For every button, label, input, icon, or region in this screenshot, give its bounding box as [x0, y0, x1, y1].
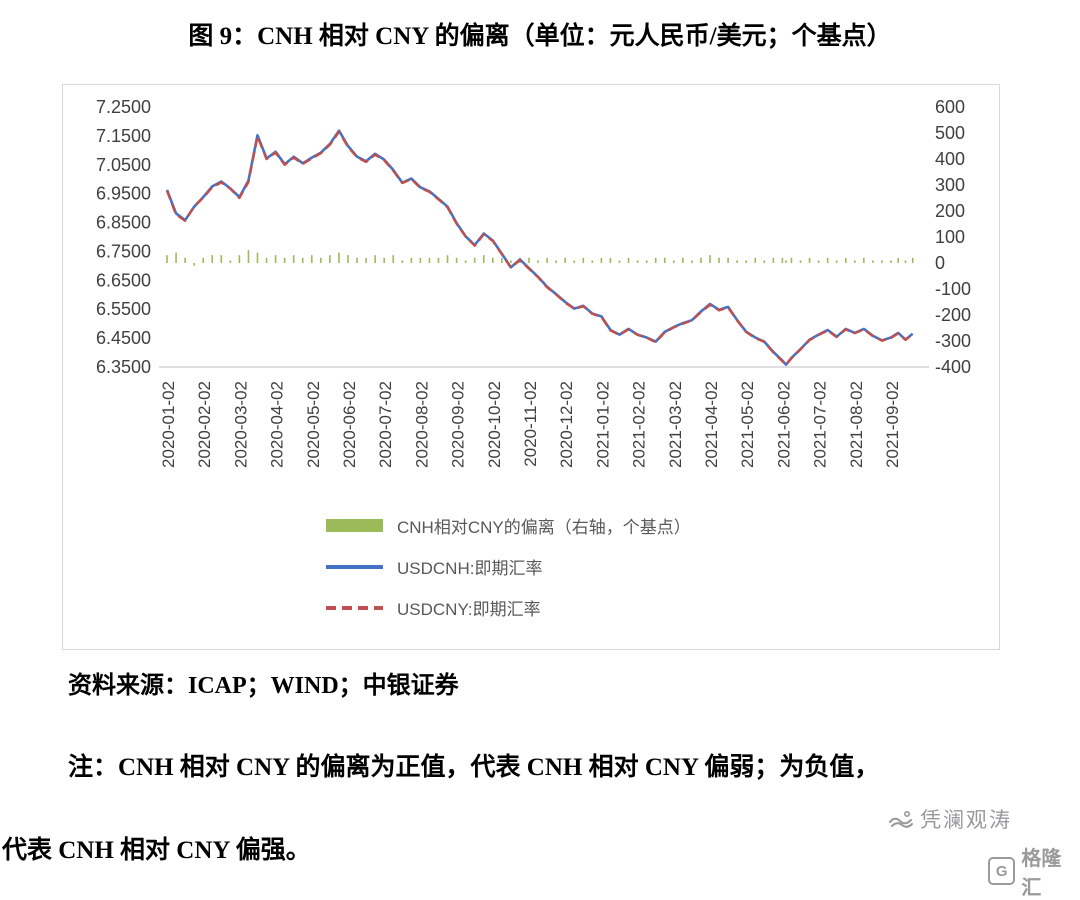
svg-text:6.8500: 6.8500 — [96, 213, 151, 233]
svg-text:2020-07-02: 2020-07-02 — [376, 381, 395, 468]
usdcnh-line-swatch-icon — [326, 564, 383, 569]
chart-legend: CNH相对CNY的偏离（右轴，个基点） USDCNH:即期汇率 USDCNY:即… — [63, 505, 999, 628]
legend-label-usdcny: USDCNY:即期汇率 — [397, 600, 541, 619]
svg-text:6.3500: 6.3500 — [96, 357, 151, 377]
svg-text:200: 200 — [935, 201, 965, 221]
svg-text:2020-03-02: 2020-03-02 — [231, 381, 250, 468]
footnote-line-1: 注：CNH 相对 CNY 的偏离为正值，代表 CNH 相对 CNY 偏弱；为负值… — [68, 754, 880, 781]
svg-text:6.5500: 6.5500 — [96, 299, 151, 319]
svg-text:300: 300 — [935, 175, 965, 195]
svg-text:500: 500 — [935, 123, 965, 143]
svg-text:2020-11-02: 2020-11-02 — [521, 381, 540, 467]
page: { "title": "图 9：CNH 相对 CNY 的偏离（单位：元人民币/美… — [2, 23, 1062, 899]
svg-text:6.6500: 6.6500 — [96, 270, 151, 290]
svg-text:600: 600 — [935, 97, 965, 117]
chart-container: 7.2500 7.1500 7.0500 6.9500 6.8500 6.7500 6.65… — [62, 84, 1000, 650]
svg-text:2020-12-02: 2020-12-02 — [557, 381, 576, 468]
source-note: 资料来源：ICAP；WIND；中银证券 — [68, 673, 459, 699]
legend-item-usdcnh: USDCNH:即期汇率 — [326, 546, 999, 587]
svg-text:2021-05-02: 2021-05-02 — [738, 381, 757, 468]
svg-text:2021-02-02: 2021-02-02 — [630, 381, 649, 468]
deviation-bar-swatch-icon — [326, 519, 383, 532]
svg-text:2021-01-02: 2021-01-02 — [593, 381, 612, 468]
watermark: 凭澜观涛 — [888, 804, 1012, 834]
svg-text:6.4500: 6.4500 — [96, 328, 151, 348]
svg-text:2020-02-02: 2020-02-02 — [195, 381, 214, 468]
svg-text:100: 100 — [935, 227, 965, 247]
svg-text:2021-09-02: 2021-09-02 — [883, 381, 902, 468]
usdcny-dash-swatch-icon — [326, 605, 383, 610]
legend-item-usdcny: USDCNY:即期汇率 — [326, 587, 999, 628]
svg-text:6.9500: 6.9500 — [96, 184, 151, 204]
wave-icon — [889, 810, 913, 828]
svg-text:7.1500: 7.1500 — [96, 126, 151, 146]
svg-text:-100: -100 — [935, 279, 971, 299]
svg-text:2020-04-02: 2020-04-02 — [268, 381, 287, 468]
svg-text:-200: -200 — [935, 305, 971, 325]
svg-text:2021-03-02: 2021-03-02 — [666, 381, 685, 468]
legend-label-deviation: CNH相对CNY的偏离（右轴，个基点） — [397, 518, 691, 537]
svg-text:2020-01-02: 2020-01-02 — [159, 381, 178, 468]
legend-item-deviation: CNH相对CNY的偏离（右轴，个基点） — [326, 505, 999, 546]
chart-plot: 7.2500 7.1500 7.0500 6.9500 6.8500 6.7500 6.65… — [96, 97, 971, 468]
svg-text:7.0500: 7.0500 — [96, 155, 151, 175]
gelonghui-logo-icon: G — [988, 857, 1016, 885]
svg-text:2021-06-02: 2021-06-02 — [774, 381, 793, 468]
footnote-line-2: 代表 CNH 相对 CNY 偏强。 — [2, 837, 311, 864]
svg-text:2020-06-02: 2020-06-02 — [340, 381, 359, 468]
svg-text:7.2500: 7.2500 — [96, 97, 151, 117]
gelonghui-logo-text: 格隆汇 — [1021, 848, 1062, 899]
gelonghui-logo: G 格隆汇 — [988, 842, 1080, 900]
svg-text:-300: -300 — [935, 331, 971, 351]
svg-text:2021-08-02: 2021-08-02 — [847, 381, 866, 468]
chart-title: 图 9：CNH 相对 CNY 的偏离（单位：元人民币/美元；个基点） — [188, 23, 892, 50]
svg-text:2021-07-02: 2021-07-02 — [811, 381, 830, 468]
svg-text:2020-09-02: 2020-09-02 — [449, 381, 468, 468]
svg-text:2020-10-02: 2020-10-02 — [485, 381, 504, 468]
svg-text:0: 0 — [935, 253, 945, 273]
svg-text:2020-05-02: 2020-05-02 — [304, 381, 323, 468]
svg-text:2020-08-02: 2020-08-02 — [412, 381, 431, 468]
svg-text:-400: -400 — [935, 357, 971, 377]
svg-text:400: 400 — [935, 149, 965, 169]
svg-text:6.7500: 6.7500 — [96, 241, 151, 261]
svg-text:2021-04-02: 2021-04-02 — [702, 381, 721, 468]
watermark-text: 凭澜观涛 — [920, 809, 1012, 832]
legend-label-usdcnh: USDCNH:即期汇率 — [397, 559, 543, 578]
